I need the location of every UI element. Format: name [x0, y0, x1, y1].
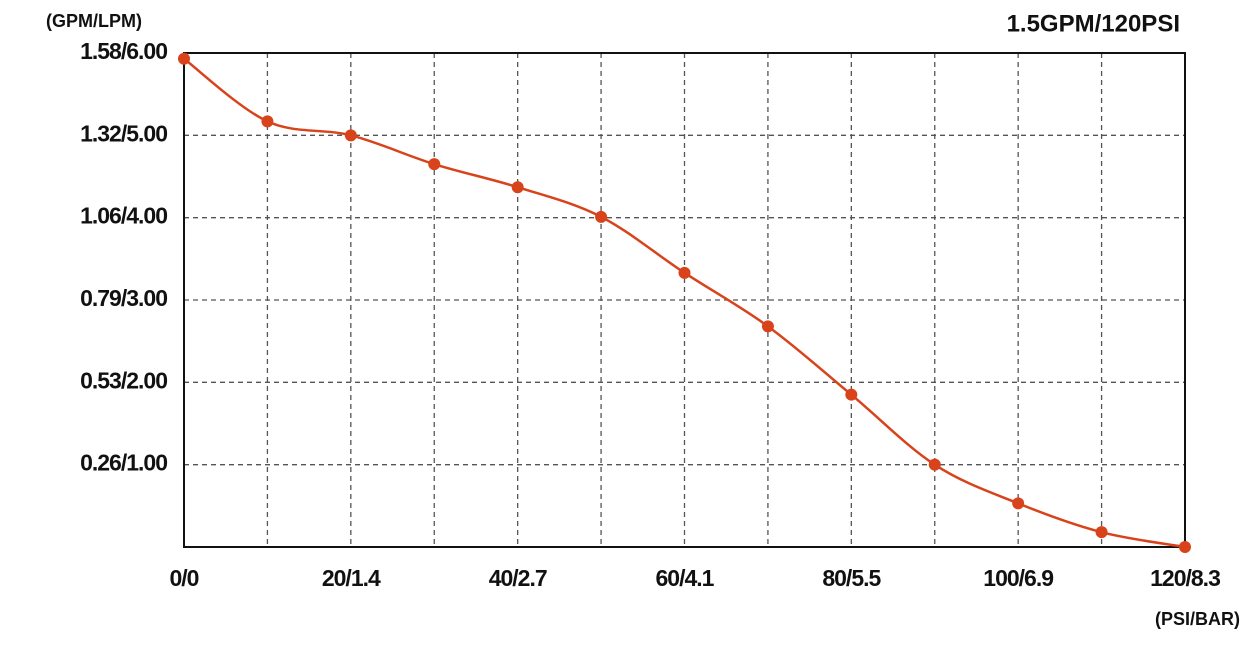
y-tick-label: 1.32/5.00	[80, 120, 167, 146]
chart-title: 1.5GPM/120PSI	[1007, 10, 1180, 37]
x-tick-label: 100/6.9	[983, 565, 1053, 591]
data-point	[595, 210, 608, 223]
y-tick-label: 0.26/1.00	[80, 450, 167, 476]
x-tick-label: 80/5.5	[822, 565, 881, 591]
x-tick-label: 60/4.1	[656, 565, 715, 591]
plot-frame	[183, 52, 1186, 548]
y-tick-label: 0.79/3.00	[80, 285, 167, 311]
x-tick-label: 20/1.4	[322, 565, 381, 591]
data-point	[178, 52, 190, 65]
data-point	[344, 129, 357, 142]
data-point	[845, 388, 858, 401]
data-point	[761, 320, 774, 333]
data-point	[511, 181, 524, 194]
x-tick-label: 120/8.3	[1150, 565, 1220, 591]
data-point	[1095, 526, 1108, 539]
y-tick-label: 1.58/6.00	[80, 38, 167, 64]
data-point	[261, 115, 274, 128]
x-axis-label: (PSI/BAR)	[1155, 609, 1240, 629]
x-tick-label: 0/0	[170, 565, 199, 591]
x-tick-label: 40/2.7	[489, 565, 547, 591]
y-tick-label: 1.06/4.00	[80, 203, 167, 229]
data-point	[428, 158, 441, 171]
data-line	[183, 57, 1186, 549]
y-axis-label: (GPM/LPM)	[46, 11, 142, 31]
data-point	[678, 266, 691, 279]
data-point	[928, 458, 941, 471]
data-point	[1012, 497, 1025, 510]
data-point	[1179, 541, 1191, 553]
y-tick-label: 0.53/2.00	[80, 367, 167, 393]
